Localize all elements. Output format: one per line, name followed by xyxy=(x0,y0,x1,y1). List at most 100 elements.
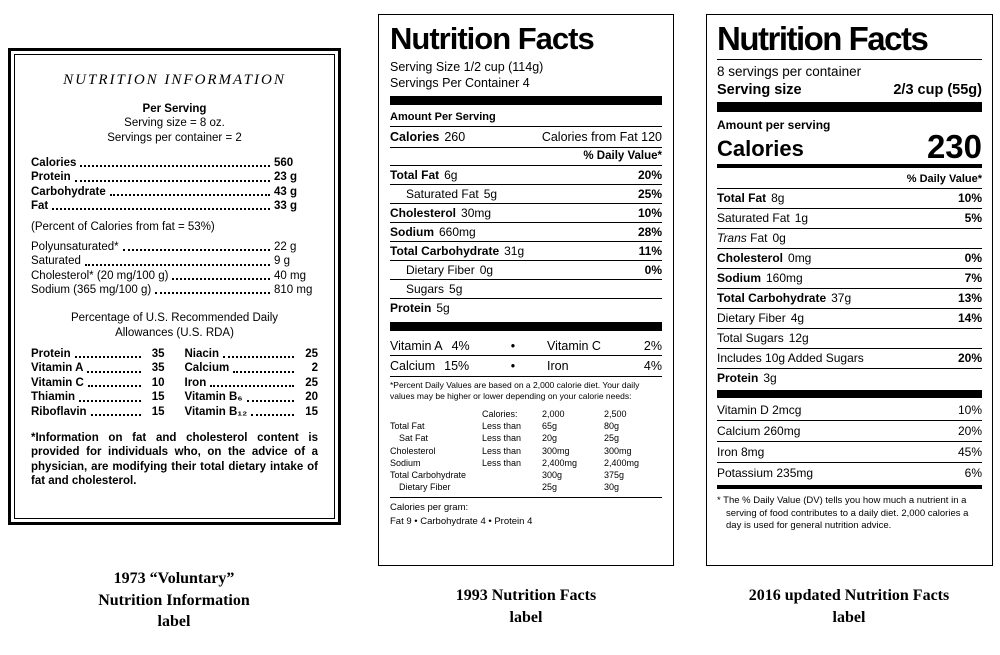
rda-name: Vitamin B₆ xyxy=(184,391,243,404)
nutrient-dv: 7% xyxy=(964,271,982,286)
table-row: Total Fat Less than 65g 80g xyxy=(390,420,662,432)
vitamin-right: Vitamin C 2% xyxy=(521,339,662,353)
nutrient-name: Total Carbohydrate xyxy=(717,291,826,305)
main-nutrient-rows: Calories 560 Protein 23 g Carbohydrate xyxy=(31,156,318,214)
caption-line: 1993 Nutrition Facts xyxy=(455,587,597,604)
rda-value: 10 xyxy=(151,376,165,389)
vitamin-right-name: Iron xyxy=(547,358,569,373)
fat-detail-rows: Polyunsaturated* 22 g Saturated 9 g Chol… xyxy=(31,240,318,298)
nutrient-amount: 3g xyxy=(763,371,777,386)
nutrient-row: Dietary Fiber 0g 0% xyxy=(390,260,662,279)
dot-leader xyxy=(246,399,294,402)
dot-leader xyxy=(74,356,141,359)
rda-row: Protein 35 xyxy=(31,347,165,361)
divider-bar xyxy=(717,484,982,489)
nutrient-amount: 31g xyxy=(504,244,525,259)
nutrient-name: Total Sugars xyxy=(717,331,784,345)
nutrient-row: Cholesterol* (20 mg/100 g) 40 mg xyxy=(31,269,318,283)
serving-size-value: 2/3 cup (55g) xyxy=(893,82,982,98)
nutrient-row: Saturated 9 g xyxy=(31,254,318,268)
caption-line: 2016 updated Nutrition Facts xyxy=(748,587,950,604)
nutrient-amount: 37g xyxy=(831,291,852,306)
nutrient-dv: 5% xyxy=(964,211,982,226)
rda-row: Niacin 25 xyxy=(185,347,319,361)
nutrient-amount: 5g xyxy=(436,301,450,316)
nutrient-row: Total Carbohydrate 37g 13% xyxy=(717,287,982,308)
dot-leader xyxy=(52,208,270,211)
nutrient-row: Fat 33 g xyxy=(31,199,318,213)
mineral-dv: 45% xyxy=(957,444,982,459)
nutrient-name: Saturated xyxy=(31,255,81,268)
vitamin-right-value: 4% xyxy=(643,358,662,373)
nutrient-value: 23 g xyxy=(274,171,298,184)
serving-size: Serving Size 1/2 cup (114g) xyxy=(390,59,544,74)
calories-row: Calories 260 Calories from Fat 120 xyxy=(390,127,662,149)
nutrient-row: Sodium 660mg 28% xyxy=(390,222,662,241)
nutrient-name: Sodium xyxy=(717,271,761,285)
nutrient-name: Protein xyxy=(31,171,71,184)
bullet-separator: • xyxy=(510,338,516,353)
calories-value: 230 xyxy=(926,128,982,165)
nutrient-row: Trans Fat 0g xyxy=(717,227,982,248)
mineral-name: Vitamin D 2mcg xyxy=(717,402,802,417)
table-cell-2000: 65g xyxy=(542,421,558,432)
rda-row: Vitamin A 35 xyxy=(31,361,165,375)
table-header-row: Calories: 2,000 2,500 xyxy=(390,408,662,420)
rda-left-column: Protein 35 Vitamin A 35 Vitamin C xyxy=(31,347,165,419)
nutrient-row: Saturated Fat 1g 5% xyxy=(717,207,982,228)
rda-right-column: Niacin 25 Calcium 2 Iron xyxy=(185,347,319,419)
table-row: Cholesterol Less than 300mg 300mg xyxy=(390,445,662,457)
nutrient-name: Protein xyxy=(717,371,758,385)
rda-row: Riboflavin 15 xyxy=(31,405,165,419)
dot-leader xyxy=(251,413,294,416)
table-header-spacer xyxy=(390,408,482,420)
rda-value: 35 xyxy=(151,348,165,360)
nutrient-name: Total Fat xyxy=(390,168,439,182)
vitamin-left-value: 4% xyxy=(451,338,470,353)
nutrient-row: Total Fat 8g 10% xyxy=(717,189,982,208)
caption-line: label xyxy=(509,608,543,626)
nutrient-dv: 25% xyxy=(637,187,662,202)
vitamin-left-name: Vitamin A xyxy=(390,338,443,353)
label-1973-footnote: *Information on fat and cholesterol cont… xyxy=(31,431,318,487)
vitamin-row: Vitamin A 4% • Vitamin C 2% xyxy=(390,336,662,355)
footnote: *Percent Daily Values are based on a 2,0… xyxy=(390,376,662,402)
calories-per-gram-values: Fat 9 • Carbohydrate 4 • Protein 4 xyxy=(390,515,533,527)
vitamin-row: Calcium 15% • Iron 4% xyxy=(390,355,662,375)
dot-leader xyxy=(109,194,270,196)
servings-per-container: 8 servings per container xyxy=(717,64,862,79)
nutrient-name-text: Sodium xyxy=(717,271,761,286)
fat-percent-note: (Percent of Calories from fat = 53%) xyxy=(31,221,215,234)
table-cell-name: Cholesterol xyxy=(390,445,436,456)
rda-value: 15 xyxy=(151,405,165,418)
nutrient-name-text: Sodium xyxy=(390,225,434,240)
caption-line: label xyxy=(832,608,866,626)
nutrient-name: Saturated Fat xyxy=(717,211,790,225)
rda-name: Vitamin B₁₂ xyxy=(184,405,248,418)
divider-bar xyxy=(390,322,662,332)
nutrient-dv: 11% xyxy=(638,244,662,259)
rda-name: Iron xyxy=(184,376,207,389)
nutrient-name-text: Cholesterol xyxy=(390,206,457,221)
nutrient-amount: 660mg xyxy=(439,225,476,240)
rda-table: Protein 35 Vitamin A 35 Vitamin C xyxy=(31,347,318,419)
dot-leader xyxy=(223,356,294,359)
nutrient-dv: 20% xyxy=(957,351,982,366)
nutrient-name: Cholesterol* (20 mg/100 g) xyxy=(31,269,169,282)
nutrient-row: Protein 5g xyxy=(390,298,662,317)
label-1973-inner: NUTRITION INFORMATION Per Serving Servin… xyxy=(14,54,335,519)
nutrient-name-text: Saturated Fat xyxy=(406,187,479,202)
dot-leader xyxy=(122,249,270,252)
nutrient-row: Sodium 160mg 7% xyxy=(717,267,982,288)
rda-row: Vitamin B₆ 20 xyxy=(185,390,319,404)
mineral-row: Vitamin D 2mcg 10% xyxy=(717,400,982,420)
vitamin-left-name: Calcium xyxy=(390,358,436,373)
nutrient-name: Dietary Fiber xyxy=(406,263,475,277)
nutrient-name-text: Dietary Fiber xyxy=(717,311,786,326)
mineral-name: Iron 8mg xyxy=(717,444,765,459)
nutrient-row: Polyunsaturated* 22 g xyxy=(31,240,318,254)
nutrient-name-text: Dietary Fiber xyxy=(406,263,475,278)
mineral-dv: 6% xyxy=(964,465,982,480)
nutrient-dv: 14% xyxy=(957,311,982,326)
rda-value: 15 xyxy=(151,391,165,404)
